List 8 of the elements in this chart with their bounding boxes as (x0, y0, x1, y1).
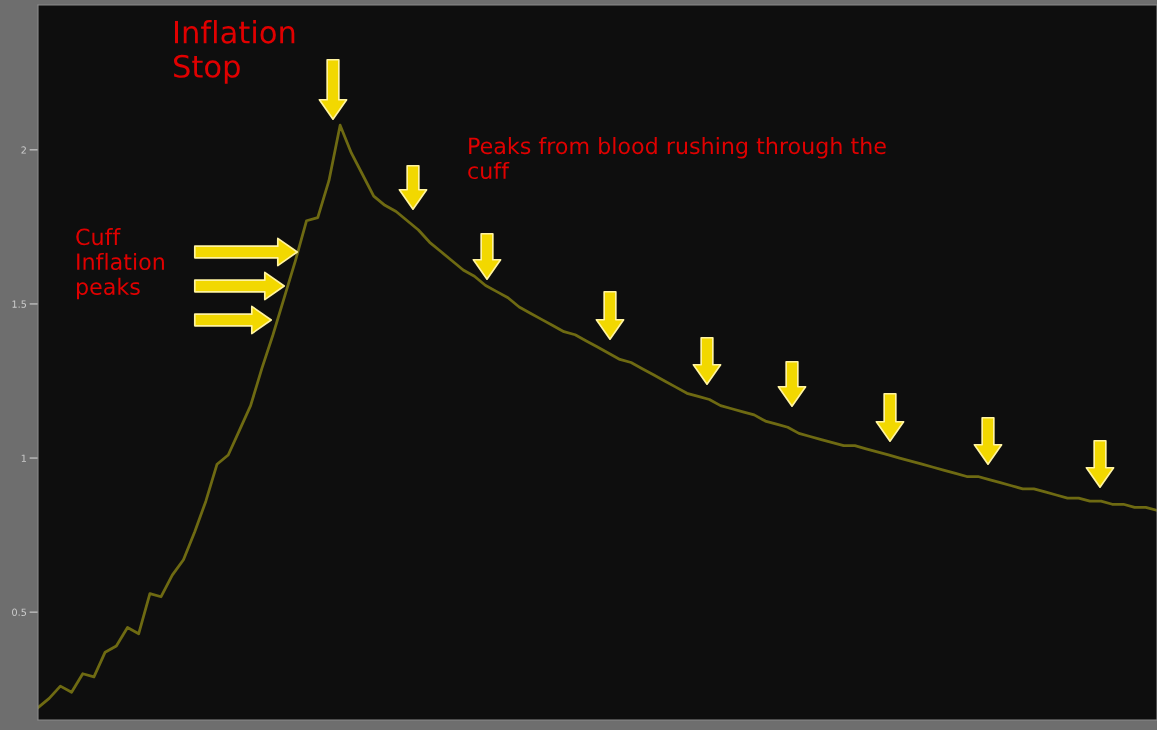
y-tick-label: 1.5 (12, 300, 27, 308)
annotation: Peaks from blood rushing through the cuff (468, 137, 886, 180)
y-tick-label: 1 (21, 454, 26, 462)
y-tick-label: 0.5 (12, 608, 27, 616)
annotation: Cuff Inflation peaks (76, 228, 164, 300)
y-tick-label: 2 (21, 146, 26, 154)
annotation: Inflation Stop (174, 20, 295, 84)
line-series (38, 123, 1157, 710)
